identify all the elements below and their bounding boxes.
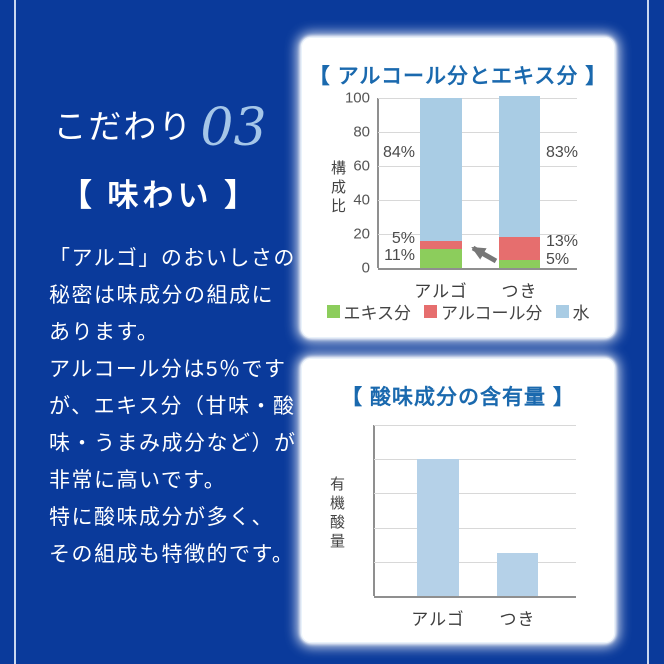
arrow-icon (471, 245, 498, 264)
legend-swatch (424, 305, 437, 318)
body-text-line: あります。 (49, 321, 160, 344)
body-text-line: 味・うまみ成分など）が (49, 432, 297, 455)
data-label: 5% (546, 251, 570, 268)
gridline (374, 596, 576, 598)
y-axis-line (377, 98, 379, 268)
gridline (378, 234, 577, 235)
legend-label: 水 (572, 304, 590, 323)
body-text-line: アルコール分は5％です (49, 358, 287, 381)
body-text-line: その組成も特徴的です。 (49, 543, 295, 566)
bar-segment-アルコール分 (420, 240, 462, 250)
gridline (378, 268, 577, 270)
body-text-line: 「アルゴ」のおいしさの (49, 247, 296, 270)
composition-chart-title: 【 アルコール分とエキス分 】 (308, 65, 608, 88)
y-tick-label: 20 (353, 225, 370, 243)
y-tick-label: 100 (344, 89, 370, 107)
legend-swatch (555, 305, 569, 318)
gridline (374, 493, 576, 495)
section-heading-text: こだわり (53, 110, 194, 146)
section-number: 03 (200, 98, 267, 158)
gridline (378, 166, 577, 167)
data-label: 11% (384, 247, 415, 264)
body-text-line: 秘密は味成分の組成に (49, 284, 274, 307)
gridline (378, 98, 577, 99)
bar-segment-エキス分 (499, 259, 540, 268)
body-text-line: が、エキス分（甘味・酸 (49, 395, 296, 418)
legend-item: 水 (555, 299, 590, 324)
gridline (374, 527, 576, 529)
data-label: 84% (382, 144, 415, 161)
x-category-label: アルゴ (414, 282, 468, 301)
bar-segment-アルコール分 (499, 237, 540, 260)
legend-label: エキス分 (343, 304, 412, 323)
gridline (374, 561, 576, 563)
data-label: 13% (546, 233, 579, 250)
alcohol-extract-panel: 【 アルコール分とエキス分 】 構成比 0 20 40 60 80 100 アルゴ つき 84%… (301, 37, 615, 338)
intro-paragraph: 「アルゴ」のおいしさの 秘密は味成分の組成に あります。 アルコール分は5％です… (49, 240, 309, 573)
gridline (378, 132, 577, 133)
gridline (374, 425, 576, 426)
acidity-panel: 【 酸味成分の含有量 】 有機酸量 アルゴ つき (301, 358, 615, 643)
data-label: 83% (546, 144, 579, 161)
y-tick-label: 80 (353, 123, 370, 141)
x-category-label: つき (499, 610, 536, 629)
legend-item: エキス分 (326, 299, 412, 324)
bar-つき (497, 553, 538, 596)
y-axis-line (373, 425, 375, 596)
body-text-line: 特に酸味成分が多く、 (49, 506, 274, 529)
legend: エキス分 アルコール分 水 (301, 299, 615, 324)
acidity-chart: アルゴ つき (373, 425, 576, 629)
bar-segment-水 (420, 98, 462, 241)
bar-アルゴ (417, 459, 459, 596)
y-tick-label: 40 (353, 191, 370, 209)
composition-chart: 0 20 40 60 80 100 アルゴ つき 84% 5% 11% 83% 13% 5% (345, 90, 579, 302)
legend-label: アルコール分 (441, 304, 543, 323)
legend-swatch (326, 305, 340, 318)
composition-y-axis-label: 構成比 (329, 160, 346, 217)
acidity-chart-title: 【 酸味成分の含有量 】 (341, 386, 575, 409)
bar-segment-エキス分 (420, 249, 462, 268)
right-accent-line (647, 0, 649, 664)
section-heading: こだわり 03 (20, 98, 300, 158)
left-accent-line (14, 0, 16, 664)
taste-subheading: 【 味わい 】 (60, 178, 260, 213)
y-tick-label: 60 (353, 157, 370, 175)
legend-item: アルコール分 (424, 299, 543, 324)
y-tick-label: 0 (361, 259, 370, 277)
bar-segment-水 (499, 96, 540, 238)
acidity-y-axis-label: 有機酸量 (328, 476, 345, 552)
data-label: 5% (391, 230, 415, 247)
gridline (374, 459, 576, 461)
body-text-line: 非常に高いです。 (49, 469, 227, 492)
x-category-label: つき (501, 282, 538, 301)
x-category-label: アルゴ (411, 610, 465, 629)
gridline (378, 200, 577, 201)
